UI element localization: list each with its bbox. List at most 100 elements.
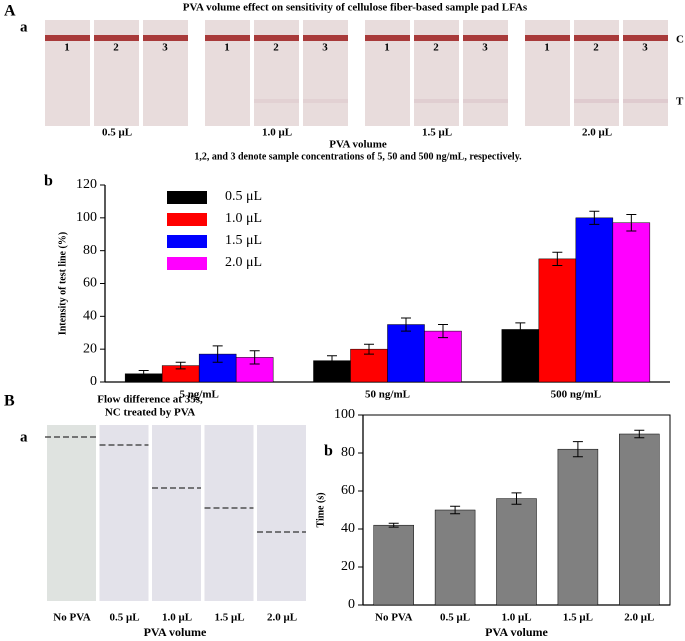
bar: [496, 498, 537, 606]
group-label: 1.5 μL: [422, 127, 452, 139]
control-line: [525, 35, 570, 41]
error-bar: [401, 317, 411, 332]
y-tick-label: 80: [341, 445, 355, 460]
error-bar: [438, 324, 448, 339]
y-tick-label: 0: [90, 374, 97, 389]
strip-number: 3: [642, 42, 648, 54]
panel-label: B: [4, 393, 15, 410]
x-tick-label: 1.5 μL: [563, 612, 593, 624]
control-line: [254, 35, 299, 41]
legend-swatch: [167, 235, 207, 248]
legend-label: 1.0 μL: [225, 211, 262, 226]
y-tick-label: 100: [334, 407, 355, 422]
control-line: [205, 35, 250, 41]
legend-swatch: [167, 257, 207, 270]
y-tick-label: 40: [341, 521, 355, 536]
panel-label: b: [44, 173, 53, 190]
error-bar: [138, 370, 149, 378]
x-tick-label: 5 ng/mL: [179, 389, 218, 401]
legend-swatch: [167, 191, 207, 204]
bar: [557, 448, 599, 606]
test-line: [623, 99, 668, 103]
error-bar: [327, 355, 337, 367]
legend-label: 1.5 μL: [225, 233, 262, 248]
axis-label: PVA volume: [329, 139, 387, 151]
legend-label: 2.0 μL: [225, 255, 262, 270]
y-tick-label: 100: [76, 210, 97, 225]
strip-label: 0.5 μL: [109, 612, 139, 624]
x-tick-label: 50 ng/mL: [365, 389, 410, 401]
axis-label: PVA volume: [144, 625, 207, 639]
control-line: [45, 35, 90, 41]
control-line: [574, 35, 619, 41]
strip-number: 2: [433, 42, 439, 54]
title: PVA volume effect on sensitivity of cell…: [183, 2, 528, 14]
error-bar: [212, 345, 223, 363]
test-line: [303, 99, 348, 103]
bar: [538, 258, 577, 383]
y-tick-label: 80: [83, 243, 97, 258]
x-tick-label: 2.0 μL: [624, 612, 654, 624]
strip-number: 2: [593, 42, 599, 54]
strip-number: 1: [384, 42, 390, 54]
y-axis-label: Time (s): [315, 492, 326, 527]
strip-number: 2: [273, 42, 279, 54]
strip-number: 3: [162, 42, 168, 54]
x-tick-label: 0.5 μL: [440, 612, 470, 624]
flow-strip: [257, 425, 306, 601]
error-bar: [249, 350, 260, 365]
y-tick-label: 120: [76, 177, 97, 192]
x-tick-label: 500 ng/mL: [551, 389, 601, 401]
flow-strip: [47, 425, 96, 601]
bar: [424, 330, 462, 383]
title: Flow difference at 35s,: [97, 394, 203, 406]
strip-label: 1.0 μL: [162, 612, 192, 624]
error-bar: [175, 361, 186, 370]
control-line: [94, 35, 139, 41]
line-label: T: [676, 96, 684, 108]
group-label: 0.5 μL: [102, 127, 132, 139]
bar: [350, 348, 388, 383]
strip-label: 1.5 μL: [214, 612, 244, 624]
strip-label: No PVA: [53, 612, 90, 624]
strip-number: 3: [482, 42, 488, 54]
error-bar: [515, 322, 526, 337]
x-axis-label: PVA volume: [485, 625, 548, 639]
test-line: [414, 99, 459, 103]
y-tick-label: 40: [83, 309, 97, 324]
y-tick-label: 60: [83, 276, 97, 291]
error-bar: [552, 251, 563, 266]
error-bar: [450, 505, 461, 515]
test-line: [574, 99, 619, 103]
bar: [373, 524, 414, 606]
legend-label: 0.5 μL: [225, 189, 262, 204]
error-bar: [364, 343, 374, 355]
flow-strip: [99, 425, 149, 601]
error-bar: [511, 492, 522, 505]
test-line: [463, 99, 508, 103]
error-bar: [626, 214, 637, 232]
x-tick-label: 1.0 μL: [501, 612, 531, 624]
title: NC treated by PVA: [105, 407, 195, 419]
panel-label: A: [4, 3, 16, 20]
error-bar: [388, 522, 399, 528]
control-line: [303, 35, 348, 41]
line-label: C: [676, 34, 684, 46]
flow-strip: [152, 425, 201, 601]
strip-number: 1: [64, 42, 70, 54]
flow-strip: [204, 425, 254, 601]
error-bar: [589, 210, 600, 225]
strip-number: 2: [113, 42, 119, 54]
panel-label: a: [20, 429, 28, 445]
bar: [612, 222, 651, 383]
control-line: [365, 35, 410, 41]
y-axis-label: Intensity of test line (%): [57, 232, 68, 335]
error-bar: [572, 441, 583, 458]
panel-label: b: [324, 443, 333, 460]
bar: [387, 324, 425, 383]
strip-number: 1: [224, 42, 230, 54]
strip-number: 1: [544, 42, 550, 54]
test-line: [254, 99, 299, 103]
y-tick-label: 20: [341, 559, 355, 574]
